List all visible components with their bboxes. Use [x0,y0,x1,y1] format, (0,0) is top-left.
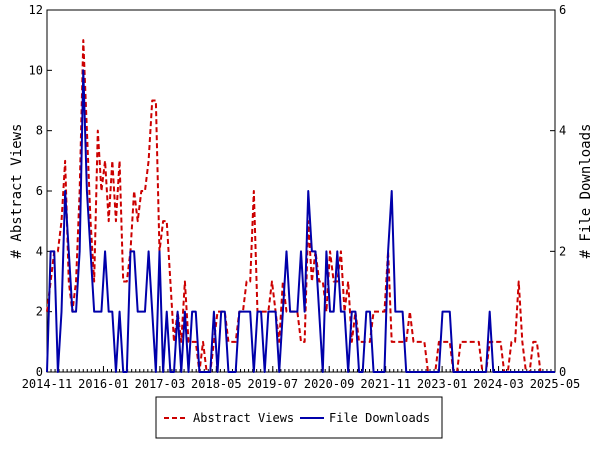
legend: Abstract Views File Downloads [155,396,443,439]
x-tick-label: 2020-09 [304,377,355,391]
left-y-axis: 0 2 4 6 8 10 12 [29,3,52,379]
right-axis-title: # File Downloads [578,124,594,259]
series-layer [46,39,555,373]
left-y-tick-label: 12 [29,3,43,17]
x-tick-label: 2021-11 [360,377,411,391]
x-tick-label: 2017-03 [135,377,186,391]
plot-area [46,9,556,373]
legend-label-abstract-views: Abstract Views [193,411,294,425]
x-axis: 2014-11 2016-01 2017-03 2018-05 2019-07 2020-… [22,366,581,391]
left-y-tick-label: 8 [36,124,43,138]
right-y-axis: 0 2 4 6 [550,3,566,379]
series-line-file-downloads [46,69,555,373]
x-tick-label: 2025-05 [530,377,581,391]
left-y-tick-label: 2 [36,305,43,319]
x-tick-label: 2023-01 [417,377,468,391]
series-line-abstract-views [46,39,555,373]
right-y-tick-label: 6 [559,3,566,17]
legend-box [155,396,443,439]
x-tick-label: 2024-03 [473,377,524,391]
x-tick-label: 2014-11 [22,377,73,391]
x-tick-label: 2019-07 [247,377,298,391]
left-y-tick-label: 0 [36,365,43,379]
right-y-tick-label: 0 [559,365,566,379]
left-y-tick-label: 6 [36,184,43,198]
right-y-tick-label: 2 [559,244,566,258]
right-y-tick-label: 4 [559,124,566,138]
plot-frame [46,9,556,373]
left-y-tick-label: 10 [29,63,43,77]
left-axis-title: # Abstract Views [9,124,25,259]
x-tick-label: 2016-01 [78,377,129,391]
legend-label-file-downloads: File Downloads [329,411,430,425]
left-y-tick-label: 4 [36,244,43,258]
x-tick-label: 2018-05 [191,377,242,391]
